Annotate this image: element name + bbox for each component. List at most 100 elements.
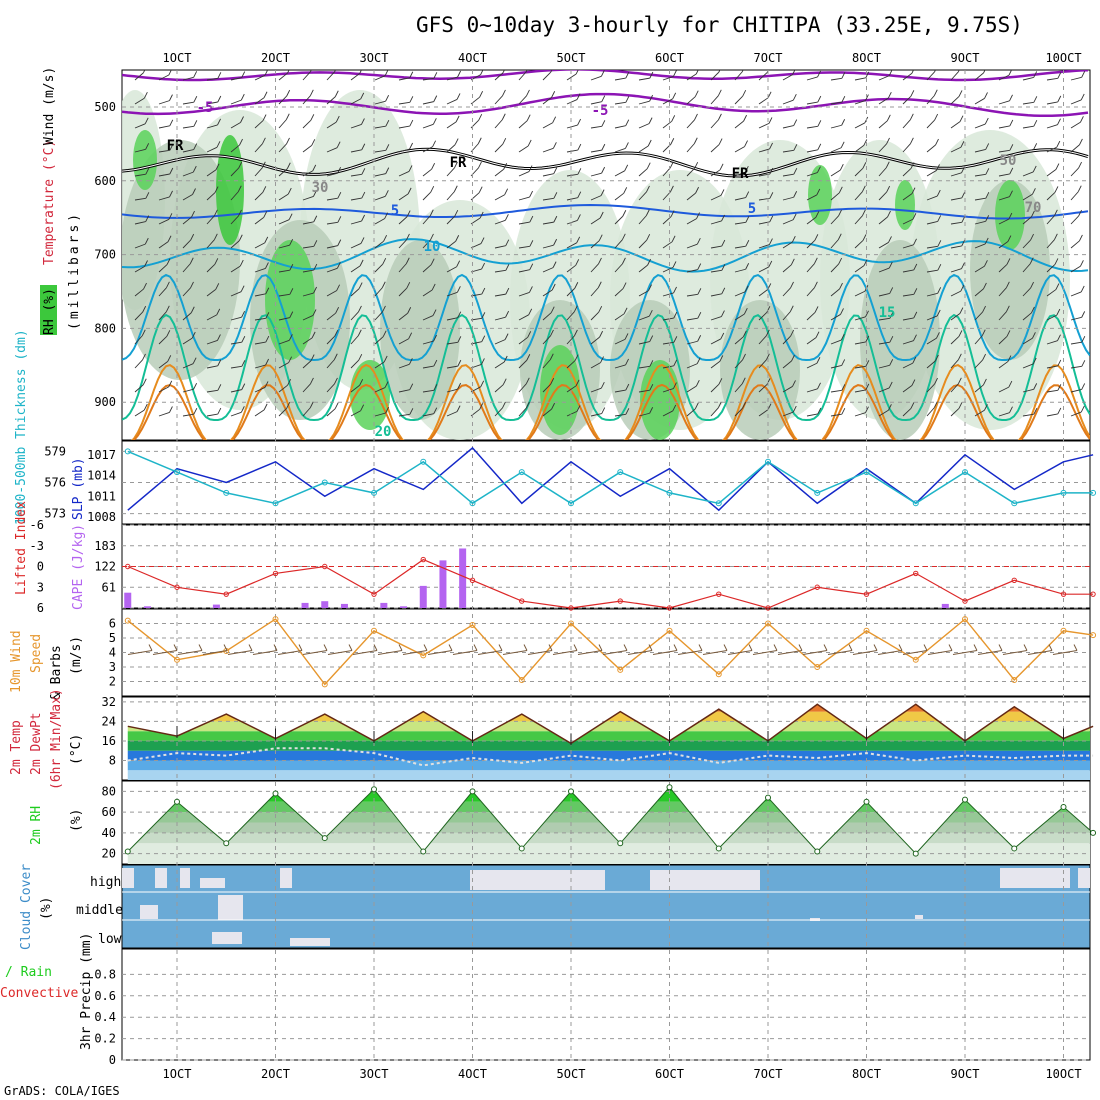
wind-barb-flag	[552, 261, 557, 268]
wind-barb	[158, 264, 168, 273]
wind-barb	[638, 290, 649, 297]
wind-barb-flag	[289, 263, 294, 271]
wind-barb	[494, 316, 506, 321]
wind-barb-flag	[745, 239, 750, 247]
wind-barb-flag	[289, 311, 294, 318]
wind-barb	[518, 145, 529, 153]
wind-barb-flag	[1081, 360, 1086, 367]
thickness-point	[1060, 489, 1067, 496]
wind-barb-flag	[504, 188, 509, 195]
wind-barb-flag	[934, 70, 937, 73]
wind-barb	[518, 269, 530, 273]
wind-barb-flag	[505, 310, 510, 318]
wind-barb	[614, 263, 623, 273]
wind-barb-10m	[702, 650, 728, 655]
wind-barb	[278, 244, 290, 249]
rh2m-point	[814, 848, 821, 855]
cloud-cover-label: Cloud Cover	[19, 864, 34, 950]
wind-barb	[974, 149, 986, 153]
wind-barb	[158, 335, 168, 345]
wind-barb	[446, 121, 457, 129]
wind-barb-flag	[261, 161, 266, 168]
wind-barb-flag	[406, 282, 411, 289]
rh-contour-region	[808, 165, 832, 225]
wind-barb	[830, 239, 839, 249]
wind-barb	[878, 97, 889, 105]
wind-barb-flag	[576, 93, 581, 100]
wind-barb	[158, 218, 170, 225]
wind-barb	[830, 263, 839, 273]
wind-barb	[182, 171, 194, 177]
wind-barb	[230, 365, 242, 369]
wind-barb-flag	[213, 209, 218, 217]
wind-barb-flag	[287, 187, 292, 195]
wind-barb-flag	[457, 359, 462, 367]
wind-barb	[278, 95, 287, 105]
wind-speed-point	[174, 656, 180, 663]
wind-barb-flag	[696, 238, 701, 245]
wind-barb	[350, 335, 359, 345]
wind-barb-flag	[217, 334, 221, 341]
wind-barb	[446, 240, 456, 249]
wind-barb	[518, 95, 527, 105]
wind-barb	[1070, 291, 1082, 297]
wind-barb-flag	[457, 382, 462, 390]
wind-barb-10m-flag	[373, 644, 378, 651]
wind-barb-flag	[601, 143, 606, 151]
wind-barb-flag	[672, 92, 677, 99]
wind-barb-flag	[216, 308, 221, 316]
contour-label: 5	[748, 201, 756, 217]
cape-bar	[321, 601, 329, 608]
isotherm-line	[132, 383, 1090, 440]
wind-barb	[566, 197, 578, 201]
lifted-index-point	[272, 570, 279, 577]
rh2m-point	[124, 848, 131, 855]
cloud-layer-low: low	[98, 932, 122, 947]
rh-contour-region	[122, 140, 240, 380]
thickness-point	[272, 500, 279, 507]
wind-barb-flag	[935, 332, 940, 339]
bottom-date-label: 3OCT	[360, 1067, 389, 1081]
wind-barb-10m	[527, 650, 553, 655]
wind-barb	[782, 360, 792, 369]
wind-barb-flag	[933, 89, 938, 96]
wind-barb-10m-flag	[923, 644, 928, 651]
wind-barb-flag	[888, 261, 893, 269]
wind-barb-flag	[334, 329, 339, 337]
isotherm-line	[122, 70, 1089, 82]
wind-barb-flag	[838, 257, 843, 265]
wind-barb	[494, 143, 504, 153]
wind-barb	[374, 240, 384, 249]
wind-barb	[158, 241, 169, 249]
wind-barb-flag	[385, 144, 390, 151]
temp2m-panel: 2m Temp 2m DewPt (6hr Min/Max) (°C)	[9, 688, 1091, 790]
wind-barb	[350, 173, 362, 177]
wind-barb	[614, 170, 625, 177]
wind-barb	[398, 263, 407, 273]
wind-barb-flag	[865, 383, 870, 391]
wind-barb-flag	[911, 187, 916, 194]
wind-barb-flag	[670, 185, 674, 193]
wind-barb-flag	[409, 142, 413, 150]
wind-barb-flag	[478, 113, 483, 121]
isotherm-line	[122, 92, 1089, 118]
wind-barb	[902, 73, 913, 81]
wind-barb	[614, 239, 623, 249]
rh-contour-region	[860, 240, 940, 440]
wind-barb	[638, 191, 647, 201]
wind-barb	[758, 289, 769, 297]
wind-barb	[302, 360, 312, 369]
wind-barb-10m	[152, 650, 178, 655]
wind-barb-flag	[144, 117, 149, 125]
cloud-gap	[140, 905, 158, 919]
wind-barb-10m-flag	[298, 644, 303, 651]
wind-barb	[182, 337, 193, 345]
slp-label: SLP (mb)	[71, 457, 86, 520]
precip-label: 3hr Precip (mm)	[79, 933, 94, 1050]
wind-barb	[254, 74, 266, 81]
lifted-index-point	[420, 556, 426, 563]
wind-barb	[254, 143, 263, 153]
wind-barb	[326, 147, 338, 153]
wind-barb-flag	[551, 283, 556, 291]
wind-barb-flag	[622, 210, 627, 217]
